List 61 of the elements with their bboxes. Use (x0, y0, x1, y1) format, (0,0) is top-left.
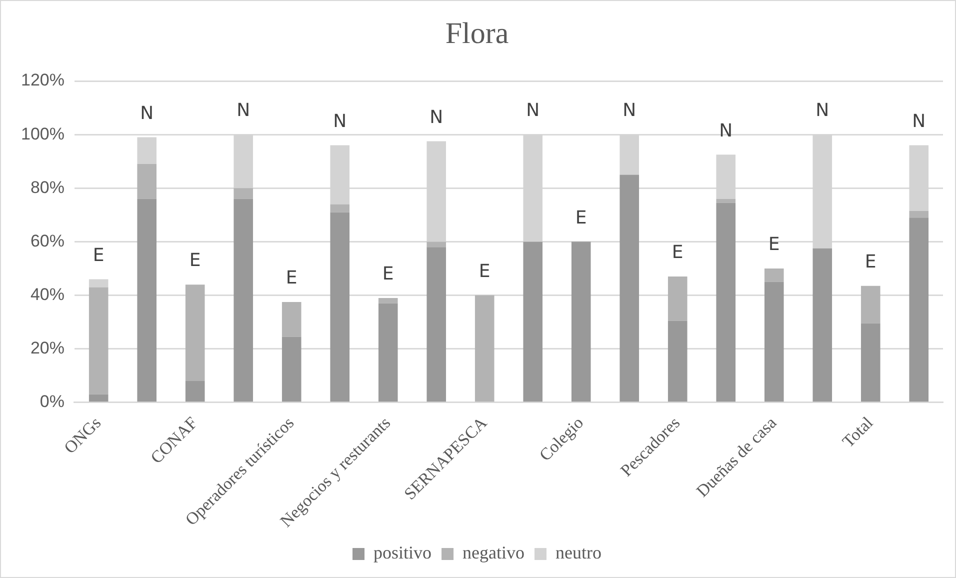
bar (282, 302, 302, 337)
data-label: E (864, 252, 876, 273)
bar (330, 212, 350, 402)
bar (860, 286, 880, 324)
bar (620, 174, 640, 402)
data-label: N (333, 110, 347, 132)
data-label: E (768, 234, 780, 256)
bar (668, 320, 688, 402)
y-tick-label: 80% (30, 178, 64, 197)
bar (88, 287, 108, 394)
bar (474, 295, 494, 402)
data-label: E (478, 260, 490, 282)
y-tick-label: 60% (30, 231, 64, 250)
bar (137, 164, 157, 199)
data-label: N (430, 106, 444, 128)
data-label: N (719, 120, 733, 142)
bar (88, 394, 108, 402)
data-label: E (92, 244, 104, 266)
bar (764, 282, 784, 402)
bar (571, 242, 591, 402)
bar (523, 242, 543, 402)
legend-label: neutro (556, 542, 602, 563)
data-label: N (236, 100, 250, 122)
bar (378, 303, 398, 402)
bar (234, 198, 254, 402)
data-label: E (189, 250, 201, 272)
bar (909, 218, 929, 402)
bar (88, 279, 108, 288)
y-tick-label: 100% (20, 124, 64, 144)
legend-label: negativo (462, 542, 525, 563)
y-tick-label: 20% (30, 338, 64, 358)
bar (860, 323, 880, 402)
data-label: N (622, 100, 636, 122)
bar (716, 202, 736, 402)
y-tick-label: 120% (20, 70, 64, 90)
bar (909, 210, 929, 218)
bar (234, 188, 254, 199)
y-tick-label: 0% (40, 392, 64, 412)
data-label: E (286, 268, 298, 289)
data-label: N (912, 110, 926, 132)
data-label: E (672, 242, 684, 264)
bar (668, 276, 688, 321)
bar (137, 198, 157, 402)
bar (764, 268, 784, 282)
legend-label: positivo (374, 542, 432, 563)
bar (185, 380, 205, 402)
data-label: N (816, 100, 830, 122)
bar (812, 248, 832, 402)
bar (716, 198, 736, 203)
y-tick-label: 40% (30, 284, 64, 304)
bar (330, 204, 350, 212)
bar (426, 242, 446, 248)
bar (378, 298, 398, 304)
bar (185, 284, 205, 381)
data-label: E (575, 207, 587, 228)
chart-title: Flora (445, 16, 509, 50)
bar (282, 336, 302, 402)
data-label: N (140, 102, 154, 124)
bar (426, 247, 446, 402)
data-label: N (526, 100, 540, 122)
data-label: E (382, 264, 394, 285)
